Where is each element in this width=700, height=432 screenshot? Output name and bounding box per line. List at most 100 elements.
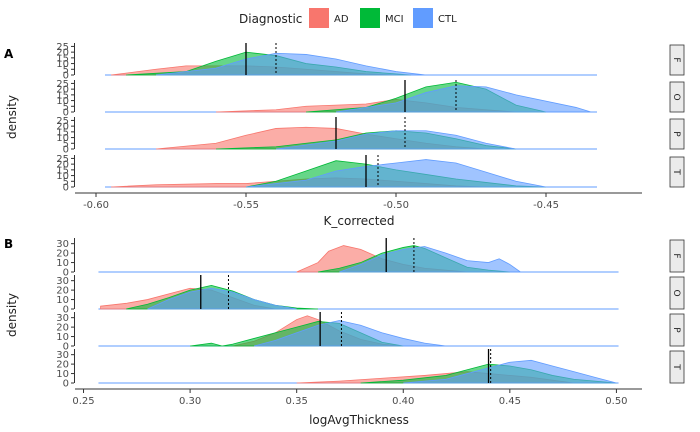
y-tick-label: 15 — [56, 53, 69, 64]
facet-strip-label: T — [671, 168, 681, 175]
y-tick-label: 30 — [56, 313, 69, 324]
y-tick-label: 25 — [56, 42, 69, 53]
facet-strip — [669, 313, 685, 347]
facet-strip — [669, 118, 685, 150]
facet-strip — [669, 44, 685, 76]
density-ctl — [339, 246, 522, 273]
panel-a-xlabel: K_corrected — [324, 214, 395, 228]
facet-strip — [669, 156, 685, 188]
y-tick-label: 15 — [56, 165, 69, 176]
y-tick-label: 0 — [63, 379, 69, 390]
panel-a: A density 0510152025F0510152025O05101520… — [4, 42, 685, 228]
facet-strip — [669, 276, 685, 310]
y-tick-label: 15 — [56, 90, 69, 101]
y-tick-label: 10 — [56, 295, 69, 306]
y-tick-label: 10 — [56, 258, 69, 269]
facet-strip-label: F — [671, 57, 681, 62]
y-tick-label: 0 — [63, 183, 69, 194]
y-tick-label: 5 — [63, 177, 69, 188]
y-tick-label: 30 — [56, 239, 69, 250]
y-tick-label: 25 — [56, 79, 69, 90]
y-tick-label: 10 — [56, 332, 69, 343]
facet-strip-label: F — [671, 253, 681, 258]
legend-key-mci — [360, 8, 380, 28]
facet-strip-label: T — [671, 363, 681, 370]
y-tick-label: 0 — [63, 342, 69, 353]
y-tick-label: 10 — [56, 369, 69, 380]
facet-strip-label: O — [671, 289, 681, 296]
y-tick-label: 10 — [56, 133, 69, 144]
panel-a-x-axis: -0.60 -0.55 -0.50 -0.45 — [75, 192, 642, 211]
x-tick-label: -0.45 — [533, 200, 559, 211]
facet-strip-label: O — [671, 93, 681, 100]
y-tick-label: 0 — [63, 71, 69, 82]
x-tick-label: -0.50 — [383, 200, 409, 211]
panel-b: B density 0102030F0102030O0102030P010203… — [4, 237, 685, 427]
facet-strip-label: P — [671, 131, 681, 137]
x-tick-label: 0.25 — [72, 396, 94, 407]
y-tick-label: 5 — [63, 102, 69, 113]
y-tick-label: 20 — [56, 122, 69, 133]
y-tick-label: 0 — [63, 145, 69, 156]
legend-label-mci: MCI — [385, 14, 404, 25]
density-ctl — [253, 320, 446, 347]
y-tick-label: 30 — [56, 276, 69, 287]
y-tick-label: 5 — [63, 139, 69, 150]
y-tick-label: 0 — [63, 305, 69, 316]
y-tick-label: 20 — [56, 286, 69, 297]
x-tick-label: -0.60 — [83, 200, 109, 211]
panel-a-facets: 0510152025F0510152025O0510152025P0510152… — [56, 42, 685, 194]
density-ctl — [335, 85, 592, 113]
y-tick-label: 20 — [56, 85, 69, 96]
y-tick-label: 20 — [56, 360, 69, 371]
y-tick-label: 30 — [56, 350, 69, 361]
y-tick-label: 10 — [56, 59, 69, 70]
facet-strip-label: P — [671, 327, 681, 333]
facet-strip — [669, 81, 685, 113]
panel-a-tag: A — [4, 47, 14, 61]
legend-label-ad: AD — [334, 14, 349, 25]
legend-key-ad — [309, 8, 329, 28]
facet-strip — [669, 350, 685, 384]
x-tick-label: 0.35 — [286, 396, 308, 407]
y-tick-label: 20 — [56, 48, 69, 59]
panel-b-xlabel: logAvgThickness — [309, 413, 409, 427]
x-tick-label: 0.45 — [499, 396, 521, 407]
density-ctl — [147, 287, 297, 310]
y-tick-label: 0 — [63, 268, 69, 279]
legend-key-ctl — [413, 8, 433, 28]
y-tick-label: 20 — [56, 160, 69, 171]
legend-title: Diagnostic — [239, 12, 302, 26]
legend: Diagnostic AD MCI CTL — [239, 8, 457, 28]
density-ctl — [155, 52, 427, 76]
y-tick-label: 15 — [56, 127, 69, 138]
x-tick-label: 0.30 — [179, 396, 201, 407]
panel-b-tag: B — [4, 237, 13, 251]
y-tick-label: 5 — [63, 65, 69, 76]
x-tick-label: 0.40 — [392, 396, 414, 407]
density-ctl — [403, 359, 617, 384]
y-tick-label: 10 — [56, 96, 69, 107]
legend-label-ctl: CTL — [438, 14, 457, 25]
y-tick-label: 0 — [63, 108, 69, 119]
panel-b-ylabel: density — [5, 293, 19, 337]
facet-strip — [669, 239, 685, 273]
y-tick-label: 10 — [56, 171, 69, 182]
y-tick-label: 25 — [56, 154, 69, 165]
y-tick-label: 20 — [56, 249, 69, 260]
x-tick-label: -0.55 — [233, 200, 259, 211]
y-tick-label: 20 — [56, 323, 69, 334]
density-ctl — [245, 159, 547, 188]
x-tick-label: 0.50 — [605, 396, 627, 407]
panel-a-ylabel: density — [5, 95, 19, 139]
